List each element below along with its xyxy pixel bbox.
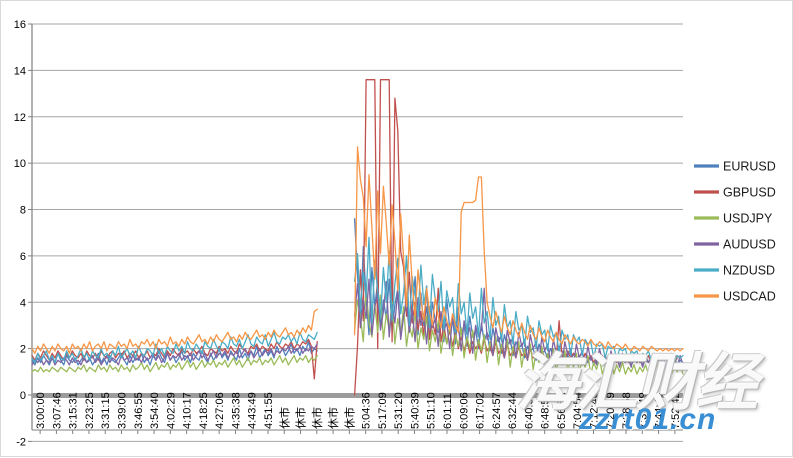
x-axis-tick-label: 休市 <box>294 407 308 429</box>
x-axis-tick-label: 6:09:06 <box>458 392 470 429</box>
legend-label-usdcad[interactable]: USDCAD <box>723 290 776 304</box>
y-axis-tick-label: 12 <box>14 112 26 124</box>
y-axis-tick-label: 6 <box>20 251 26 263</box>
x-axis-tick-label: 3:00:00 <box>35 392 47 429</box>
x-axis-tick-label: 7:36:49 <box>637 392 649 429</box>
legend-label-audusd[interactable]: AUDUSD <box>723 238 776 252</box>
legend-label-usdjpy[interactable]: USDJPY <box>723 212 773 226</box>
series-line-nzdusd <box>353 236 684 364</box>
series-line-usdjpy <box>31 354 318 373</box>
series-line-gbpusd <box>31 338 318 380</box>
y-axis-tick-label: 14 <box>14 65 26 77</box>
series-line-usdcad <box>31 308 318 354</box>
x-axis-tick-label: 休市 <box>277 407 291 429</box>
x-axis-tick-label: 4:27:06 <box>214 392 226 429</box>
x-axis-tick-label: 5:40:39 <box>410 392 422 429</box>
x-axis-tick-label: 6:48:53 <box>540 392 552 429</box>
x-axis-tick-label: 休市 <box>310 407 324 429</box>
series-line-nzdusd <box>31 331 318 364</box>
x-axis-tick-label: 4:51:55 <box>263 392 275 429</box>
y-axis-tick-label: 2 <box>20 344 26 356</box>
x-axis-tick-label: 休市 <box>342 407 356 429</box>
legend-label-eurusd[interactable]: EURUSD <box>723 160 776 174</box>
x-axis-tick-label: 4:02:29 <box>165 392 177 429</box>
y-axis-tick-label: 0 <box>20 390 26 402</box>
x-axis-tick-label: 休市 <box>326 407 340 429</box>
x-axis-tick-label: 7:20:49 <box>605 392 617 429</box>
x-axis-tick-label: 3:07:46 <box>51 392 63 429</box>
x-axis-tick-label: 3:31:15 <box>100 392 112 429</box>
x-axis-tick-label: 7:04:54 <box>572 392 584 429</box>
x-axis-tick-label: 5:31:20 <box>393 392 405 429</box>
legend-label-gbpusd[interactable]: GBPUSD <box>723 186 776 200</box>
x-axis-tick-label: 4:10:17 <box>182 392 194 429</box>
x-axis-tick-label: 3:54:40 <box>149 392 161 429</box>
x-axis-tick-label: 5:17:09 <box>377 392 389 429</box>
x-axis-tick-label: 7:52:42 <box>670 392 682 429</box>
series-line-audusd <box>31 343 318 366</box>
x-axis-tick-label: 5:51:10 <box>426 392 438 429</box>
x-axis-tick-label: 6:56:52 <box>556 392 568 429</box>
series-line-usdcad <box>353 146 684 352</box>
y-axis-tick-label: 16 <box>14 19 26 31</box>
x-axis-tick-label: 6:32:44 <box>507 392 519 429</box>
y-axis-tick-label: -2 <box>16 436 26 448</box>
y-axis-tick-label: 4 <box>20 297 26 309</box>
y-axis-tick-label: 10 <box>14 158 26 170</box>
x-axis-tick-label: 7:44:43 <box>654 392 666 429</box>
y-axis-tick-label: 8 <box>20 205 26 217</box>
x-axis-tick-label: 4:18:25 <box>198 392 210 429</box>
x-axis-tick-label: 6:24:57 <box>491 392 503 429</box>
x-axis-tick-label: 3:15:31 <box>68 392 80 429</box>
x-axis-tick-label: 3:46:55 <box>133 392 145 429</box>
x-axis-tick-label: 7:12:46 <box>589 392 601 429</box>
x-axis-tick-label: 3:39:00 <box>117 392 129 429</box>
x-axis-tick-label: 7:28:58 <box>621 392 633 429</box>
x-axis-tick-label: 6:01:11 <box>442 393 454 429</box>
x-axis-tick-label: 6:40:56 <box>523 392 535 429</box>
legend-label-nzdusd[interactable]: NZDUSD <box>723 264 775 278</box>
x-axis-tick-label: 5:04:36 <box>361 392 373 429</box>
x-axis-tick-label: 6:17:02 <box>475 392 487 429</box>
x-axis-tick-label: 4:43:49 <box>247 392 259 429</box>
x-axis-tick-label: 3:23:25 <box>84 392 96 429</box>
x-axis-tick-label: 4:35:38 <box>230 392 242 429</box>
